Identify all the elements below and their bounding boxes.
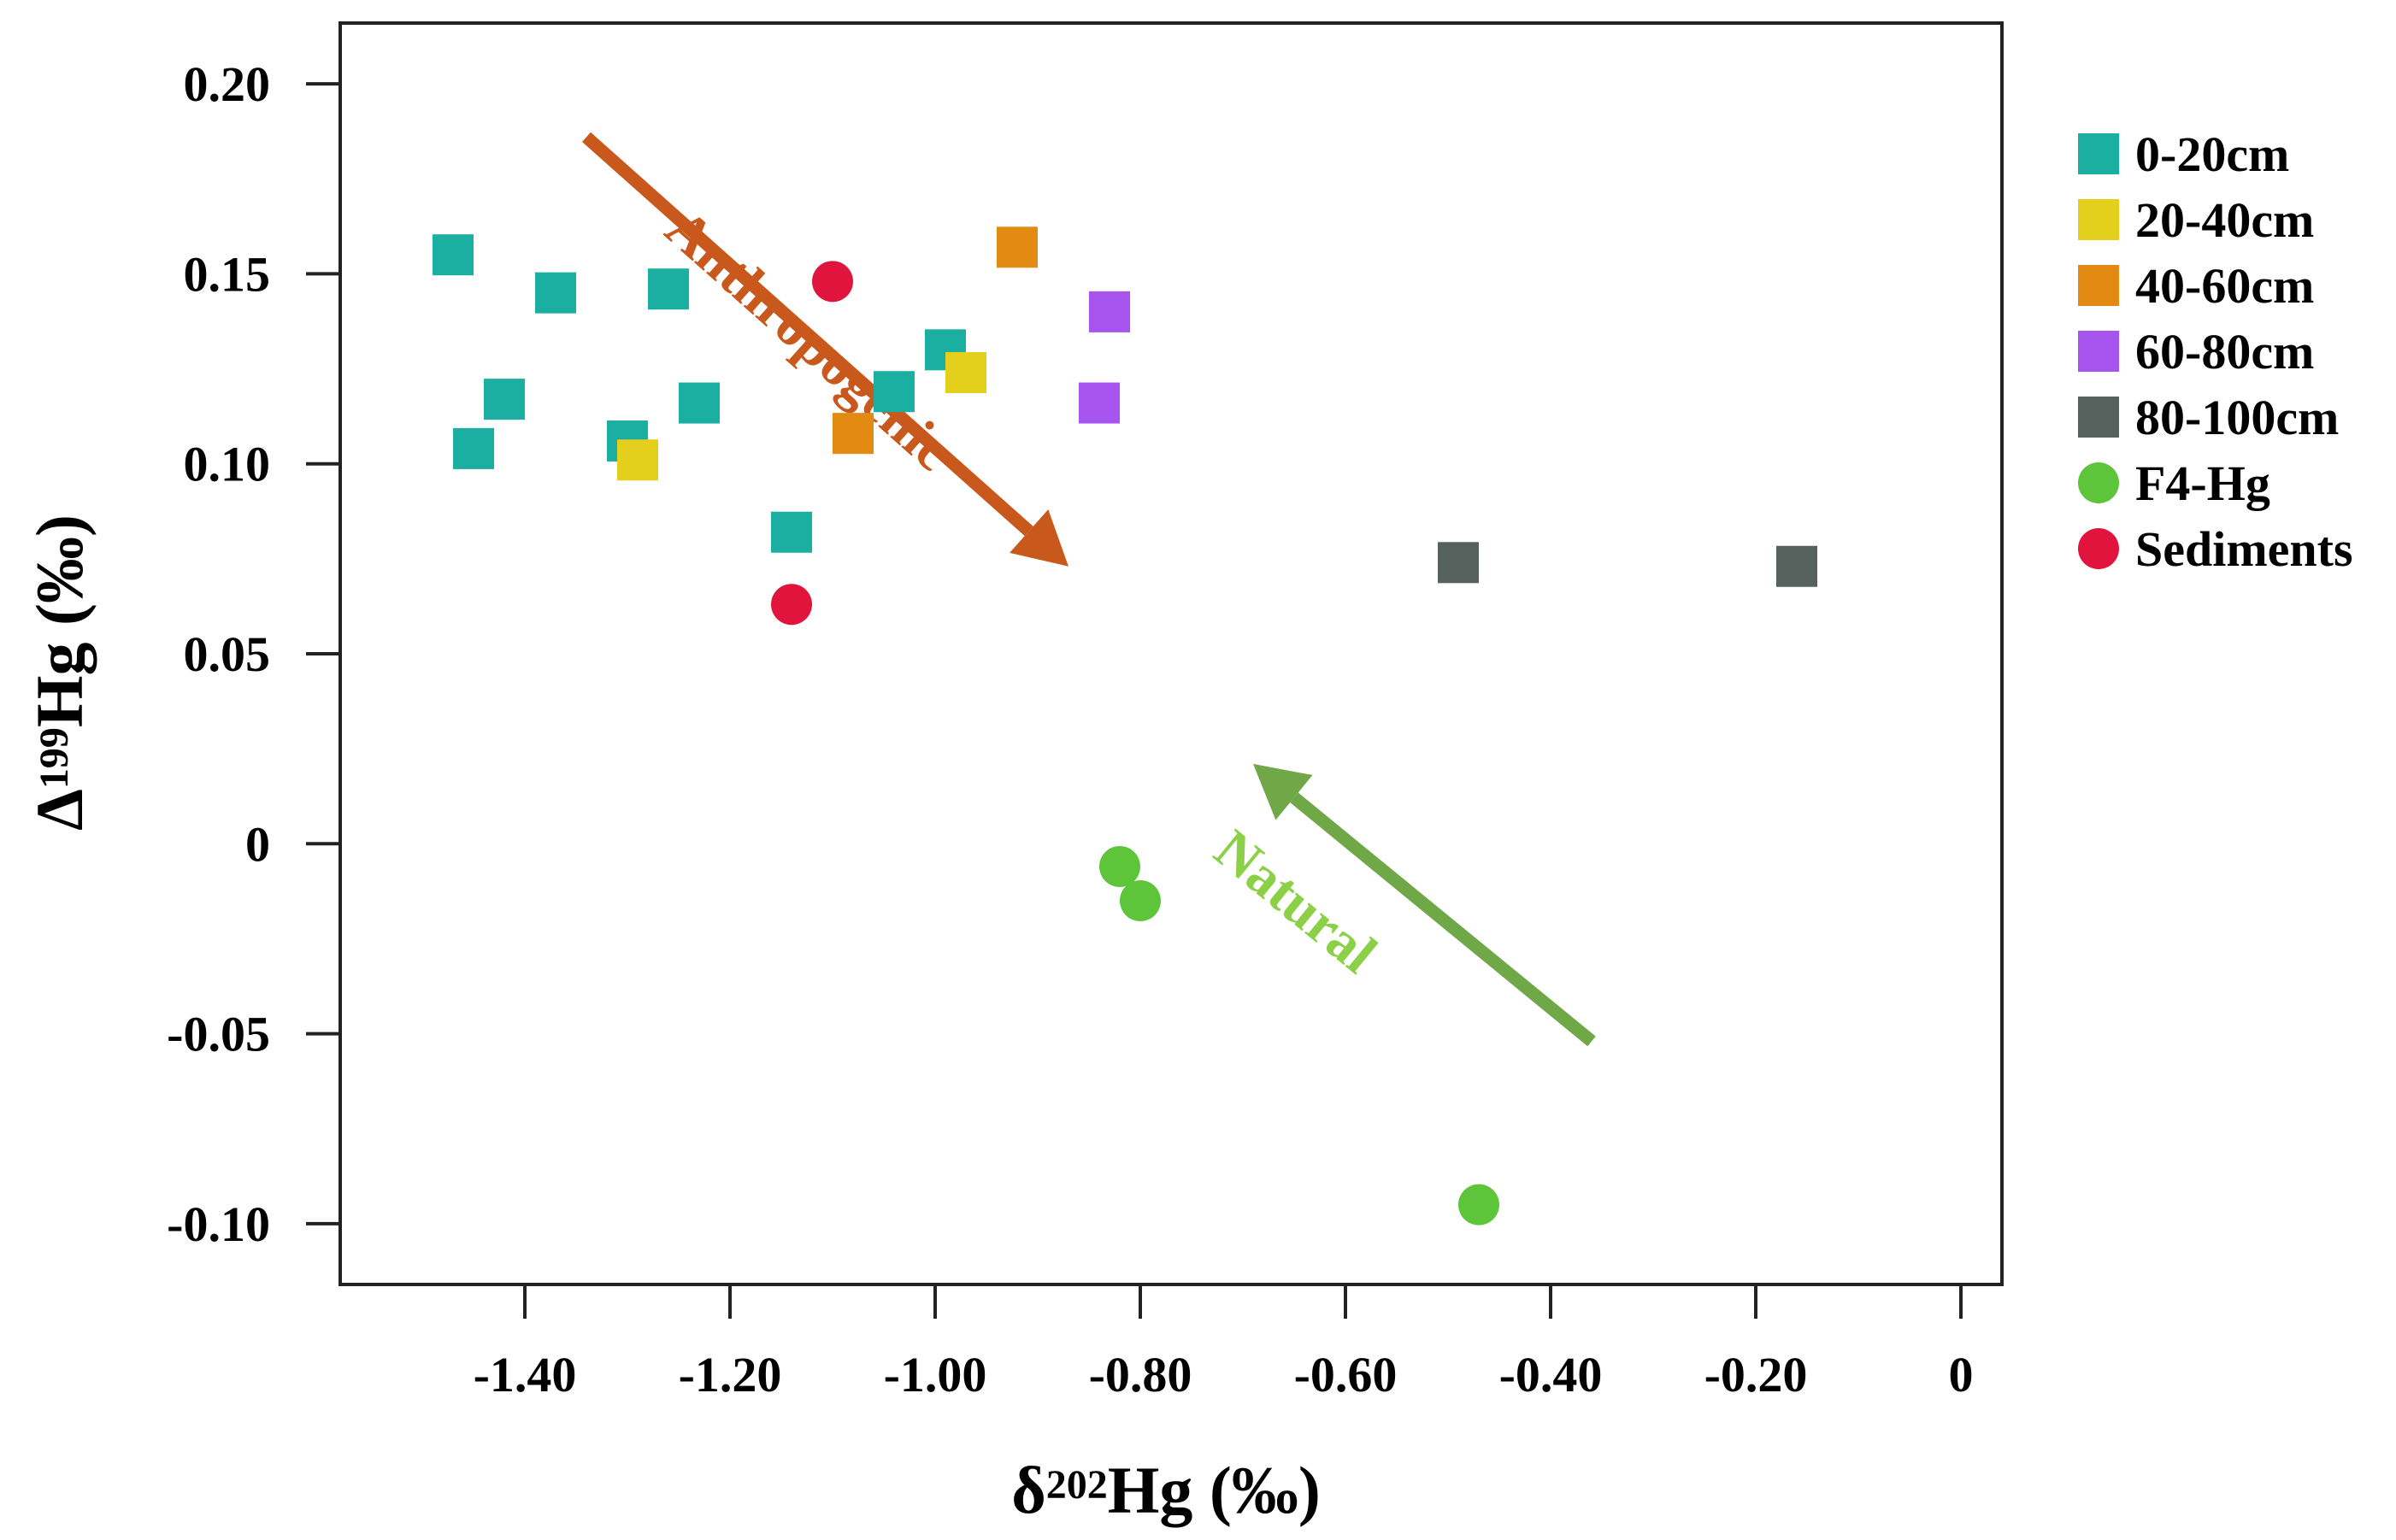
y-tick-label: 0.05 bbox=[184, 626, 271, 682]
point-f4-hg bbox=[1458, 1184, 1499, 1226]
x-tick-label: -1.00 bbox=[884, 1347, 987, 1402]
arrow-natural-head bbox=[1253, 763, 1313, 820]
point-sediments bbox=[812, 261, 853, 303]
point-0-20cm bbox=[771, 511, 812, 553]
point-20-40cm bbox=[617, 439, 658, 481]
point-0-20cm bbox=[874, 371, 915, 413]
point-20-40cm bbox=[945, 352, 986, 394]
plot-frame bbox=[339, 21, 2004, 1286]
point-0-20cm bbox=[535, 272, 576, 314]
legend-marker-0-20cm bbox=[2078, 133, 2119, 174]
x-tick-label: 0 bbox=[1949, 1347, 1974, 1402]
arrow-anthropogenic-head bbox=[1010, 509, 1068, 567]
y-tick-label: -0.10 bbox=[167, 1196, 270, 1252]
point-0-20cm bbox=[648, 268, 689, 310]
legend-label-20-40cm: 20-40cm bbox=[2135, 192, 2314, 248]
point-0-20cm bbox=[433, 234, 474, 276]
legend-label-f4-hg: F4-Hg bbox=[2135, 456, 2270, 511]
point-0-20cm bbox=[679, 382, 720, 424]
legend-label-sediments: Sediments bbox=[2135, 521, 2353, 577]
point-60-80cm bbox=[1089, 291, 1130, 332]
y-tick-label: 0.15 bbox=[184, 246, 271, 302]
x-tick-label: -0.60 bbox=[1294, 1347, 1398, 1402]
point-0-20cm bbox=[484, 379, 525, 420]
legend-label-80-100cm: 80-100cm bbox=[2135, 390, 2339, 445]
annotation-natural: Natural bbox=[1203, 818, 1387, 985]
x-tick-label: -1.40 bbox=[474, 1347, 577, 1402]
point-40-60cm bbox=[833, 413, 874, 455]
x-tick-label: -0.20 bbox=[1704, 1347, 1808, 1402]
legend-label-40-60cm: 40-60cm bbox=[2135, 258, 2314, 314]
y-tick-label: -0.05 bbox=[167, 1007, 270, 1062]
legend-marker-40-60cm bbox=[2078, 265, 2119, 306]
point-f4-hg bbox=[1120, 879, 1161, 921]
y-tick-label: 0.10 bbox=[184, 437, 271, 492]
arrow-natural-shaft bbox=[1290, 792, 1596, 1047]
x-tick-label: -1.20 bbox=[679, 1347, 782, 1402]
x-tick-label: -0.40 bbox=[1499, 1347, 1603, 1402]
point-sediments bbox=[771, 584, 812, 626]
y-axis-title: Δ199Hg (‰) bbox=[22, 514, 97, 831]
legend-marker-sediments bbox=[2078, 528, 2119, 569]
point-80-100cm bbox=[1438, 542, 1479, 584]
x-tick-label: -0.80 bbox=[1089, 1347, 1192, 1402]
legend-marker-60-80cm bbox=[2078, 331, 2119, 372]
legend-marker-80-100cm bbox=[2078, 397, 2119, 438]
legend-label-60-80cm: 60-80cm bbox=[2135, 324, 2314, 379]
annotation-anthropogenic: Anthropogenic bbox=[654, 197, 964, 483]
legend-marker-20-40cm bbox=[2078, 199, 2119, 240]
legend-marker-f4-hg bbox=[2078, 462, 2119, 503]
y-tick-label: 0 bbox=[245, 816, 270, 872]
point-60-80cm bbox=[1079, 382, 1120, 424]
y-tick-label: 0.20 bbox=[184, 56, 271, 112]
point-f4-hg bbox=[1099, 845, 1140, 887]
arrow-anthropogenic-shaft bbox=[582, 132, 1033, 537]
point-0-20cm bbox=[453, 427, 494, 469]
point-40-60cm bbox=[997, 226, 1038, 268]
x-axis-title: δ202Hg (‰) bbox=[1011, 1453, 1321, 1527]
point-80-100cm bbox=[1776, 545, 1817, 587]
legend-label-0-20cm: 0-20cm bbox=[2135, 126, 2289, 182]
